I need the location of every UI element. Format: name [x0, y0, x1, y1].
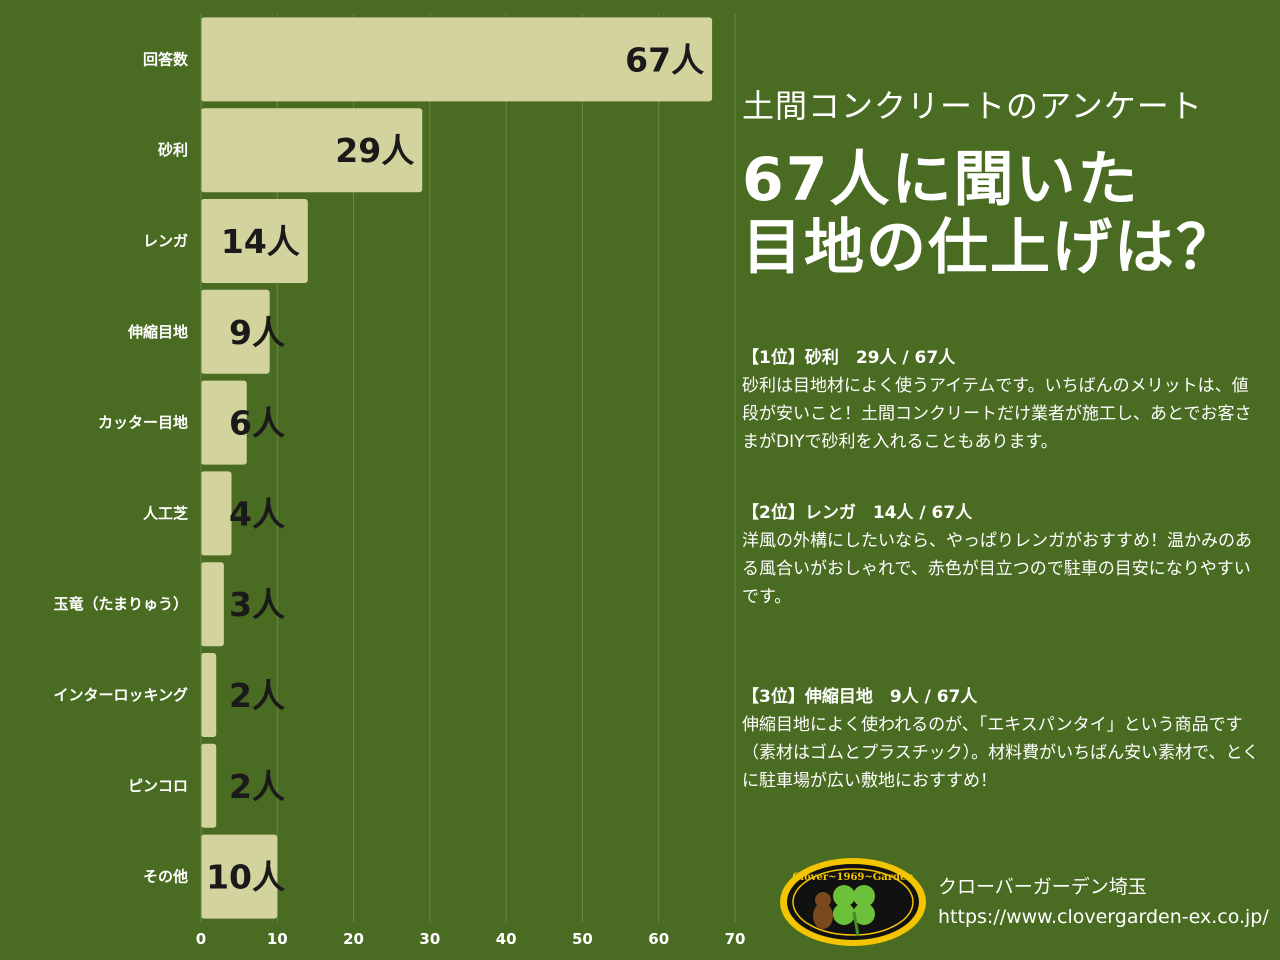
x-tick-label: 20	[343, 930, 364, 948]
bar	[201, 743, 217, 828]
x-tick-label: 10	[267, 930, 288, 948]
category-label: 伸縮目地	[127, 323, 188, 341]
bar	[201, 471, 232, 556]
bar	[201, 108, 423, 193]
rank-3: 【3位】伸縮目地 9人 / 67人 伸縮目地によく使われるのが、「エキスパンタイ…	[742, 683, 1262, 795]
x-tick-label: 40	[496, 930, 517, 948]
category-label: 人工芝	[143, 504, 188, 522]
rank-3-body: 伸縮目地によく使われるのが、「エキスパンタイ」という商品です（素材はゴムとプラス…	[742, 715, 1259, 791]
rank-2: 【2位】レンガ 14人 / 67人 洋風の外構にしたいなら、やっぱりレンガがおす…	[742, 499, 1262, 611]
value-label: 3人	[229, 585, 285, 624]
x-tick-label: 50	[572, 930, 593, 948]
value-label: 10人	[206, 858, 285, 897]
value-label: 2人	[229, 767, 285, 806]
title-line-1: 67人に聞いた	[742, 145, 1140, 215]
value-label: 4人	[229, 494, 285, 533]
category-label: インターロッキング	[53, 686, 188, 704]
page-title: 67人に聞いた 目地の仕上げは？	[742, 146, 1262, 282]
category-label: カッター目地	[98, 414, 188, 432]
rank-2-heading: 【2位】レンガ 14人 / 67人	[742, 503, 973, 523]
bar	[201, 380, 247, 465]
logo-text: Clover~1969~Garden	[792, 872, 914, 883]
subtitle: 土間コンクリートのアンケート	[742, 87, 1203, 125]
value-label: 67人	[625, 40, 704, 79]
company-logo: Clover~1969~Garden	[780, 858, 926, 946]
value-label: 6人	[229, 404, 285, 443]
category-label: レンガ	[143, 232, 188, 250]
category-label: その他	[143, 868, 188, 886]
x-tick-label: 0	[196, 930, 206, 948]
x-tick-label: 60	[648, 930, 669, 948]
company-name: クローバーガーデン埼玉	[938, 876, 1147, 898]
category-label: 砂利	[158, 141, 188, 159]
value-label: 29人	[335, 131, 414, 170]
rank-3-heading: 【3位】伸縮目地 9人 / 67人	[742, 687, 978, 707]
bar	[201, 834, 278, 919]
value-label: 9人	[229, 313, 285, 352]
value-label: 2人	[229, 676, 285, 715]
x-tick-label: 70	[725, 930, 746, 948]
x-tick-label: 30	[419, 930, 440, 948]
bar	[201, 562, 224, 647]
value-label: 14人	[221, 222, 300, 261]
category-label: ピンコロ	[128, 777, 188, 795]
rank-2-body: 洋風の外構にしたいなら、やっぱりレンガがおすすめ！温かみのある風合いがおしゃれで…	[742, 531, 1252, 607]
company-info: クローバーガーデン埼玉 https://www.clovergarden-ex.…	[938, 872, 1269, 932]
company-url[interactable]: https://www.clovergarden-ex.co.jp/	[938, 906, 1269, 928]
rank-1: 【1位】砂利 29人 / 67人 砂利は目地材によく使うアイテムです。いちばんの…	[742, 344, 1262, 456]
bar	[201, 17, 713, 102]
bar	[201, 653, 217, 737]
rank-1-body: 砂利は目地材によく使うアイテムです。いちばんのメリットは、値段が安いこと！土間コ…	[742, 376, 1252, 452]
bar	[201, 289, 270, 374]
header: 土間コンクリートのアンケート 67人に聞いた 目地の仕上げは？	[742, 86, 1262, 282]
title-line-2: 目地の仕上げは？	[742, 213, 1238, 283]
category-label: 回答数	[143, 50, 189, 68]
category-label: 玉竜（たまりゅう）	[53, 595, 188, 613]
bar	[201, 199, 308, 283]
rank-1-heading: 【1位】砂利 29人 / 67人	[742, 348, 956, 368]
